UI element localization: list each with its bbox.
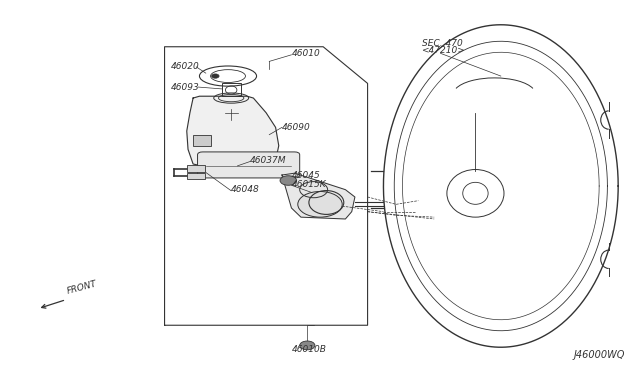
FancyBboxPatch shape [198, 152, 300, 178]
Circle shape [280, 176, 296, 185]
Bar [187, 166, 205, 172]
Text: 46048: 46048 [231, 185, 260, 194]
Text: FRONT: FRONT [66, 279, 99, 296]
Text: 46037M: 46037M [250, 156, 287, 165]
Text: 46015K: 46015K [291, 180, 326, 189]
Text: 46010: 46010 [291, 49, 320, 58]
Text: 46045: 46045 [291, 170, 320, 180]
Text: SEC. 470: SEC. 470 [422, 39, 462, 48]
Polygon shape [282, 173, 355, 219]
Text: 46093: 46093 [171, 83, 200, 92]
Bar [193, 135, 211, 146]
Circle shape [298, 192, 342, 217]
Text: 46020: 46020 [171, 62, 200, 71]
Text: <47210>: <47210> [422, 46, 465, 55]
Polygon shape [187, 96, 279, 170]
Circle shape [211, 74, 219, 78]
Circle shape [300, 341, 315, 350]
Text: 46010B: 46010B [291, 344, 326, 353]
Text: 46090: 46090 [282, 123, 310, 132]
Text: J46000WQ: J46000WQ [573, 350, 625, 360]
Bar [187, 173, 205, 179]
